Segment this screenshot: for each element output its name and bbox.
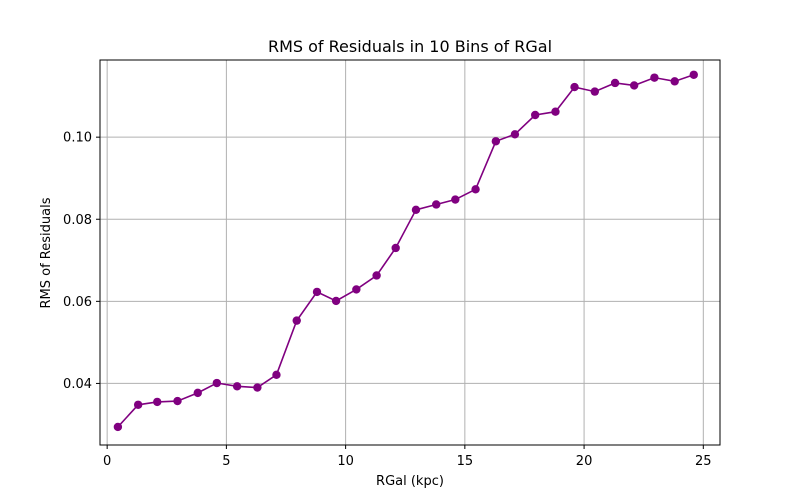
- y-tick-label: 0.06: [63, 295, 92, 310]
- data-point: [689, 70, 698, 79]
- x-axis-label: RGal (kpc): [376, 474, 444, 489]
- data-point: [232, 382, 242, 391]
- y-tick-label: 0.08: [63, 213, 92, 228]
- data-point: [372, 271, 381, 280]
- chart-title: RMS of Residuals in 10 Bins of RGal: [268, 37, 552, 56]
- x-tick-label: 10: [337, 454, 354, 469]
- y-axis-label: RMS of Residuals: [39, 197, 54, 308]
- data-point: [212, 378, 222, 388]
- data-point: [352, 285, 361, 294]
- plot-area: 0 5 10 15 20 25 0.04 0.06 0.08 0.10: [63, 59, 721, 469]
- data-point: [510, 130, 520, 139]
- data-point: [411, 205, 421, 215]
- x-tick-label: 15: [457, 454, 474, 469]
- data-point: [331, 296, 341, 306]
- data-point: [113, 422, 123, 432]
- data-point: [253, 383, 262, 392]
- data-point: [193, 388, 202, 398]
- data-point: [292, 316, 301, 325]
- data-point: [471, 185, 480, 194]
- data-point: [133, 400, 143, 409]
- data-point: [272, 370, 281, 380]
- y-tick-label: 0.04: [63, 377, 92, 392]
- data-point: [153, 397, 162, 407]
- data-point: [391, 243, 400, 253]
- data-point: [570, 82, 579, 92]
- x-tick-label: 5: [222, 454, 230, 469]
- data-point: [590, 87, 600, 96]
- data-point: [312, 287, 322, 297]
- y-tick-label: 0.10: [63, 131, 92, 146]
- data-point: [451, 195, 460, 204]
- data-point: [610, 78, 620, 88]
- data-point: [629, 81, 639, 90]
- data-point: [491, 137, 501, 146]
- x-tick-label: 0: [103, 454, 111, 469]
- x-tick-label: 20: [576, 454, 593, 469]
- data-point: [530, 110, 540, 120]
- data-point: [432, 200, 441, 209]
- data-point: [551, 107, 560, 116]
- x-tick-label: 25: [695, 454, 712, 469]
- data-point: [670, 77, 679, 86]
- axes-frame: [99, 59, 721, 446]
- data-point: [173, 396, 182, 406]
- data-point: [650, 73, 659, 82]
